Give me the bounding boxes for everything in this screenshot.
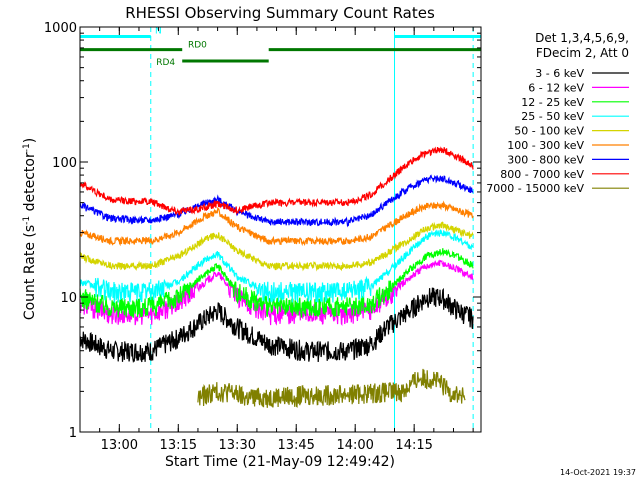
- series-line-100-300-kev: [79, 200, 474, 247]
- plot-area: N RD0 RD4: [79, 27, 481, 432]
- x-tick-label-13-45: 13:45: [277, 438, 314, 453]
- y-tick-label-10: 10: [60, 291, 77, 306]
- x-tick-label-14-00: 14:00: [336, 438, 373, 453]
- series-line-7000-15000-kev: [197, 368, 466, 408]
- series-line-25-50-kev: [79, 229, 474, 303]
- series-line-12-25-kev: [79, 248, 474, 319]
- y-tick-label-100: 100: [52, 156, 77, 171]
- y-tick-label-1000: 1000: [44, 21, 77, 36]
- series-line-50-100-kev: [79, 221, 474, 272]
- legend-label-12-25-kev: 12 - 25 keV: [521, 96, 584, 109]
- legend-label-7000-15000-kev: 7000 - 15000 keV: [486, 182, 584, 195]
- chart-title: RHESSI Observing Summary Count Rates: [125, 4, 435, 22]
- legend-label-3-6-kev: 3 - 6 keV: [535, 67, 584, 80]
- x-axis-label: Start Time (21-May-09 12:49:42): [165, 454, 395, 470]
- axes: 13:00 13:15 13:30 13:45 14:00 14:15 1 10 100 1000: [44, 21, 481, 453]
- x-tick-label-13-30: 13:30: [219, 438, 256, 453]
- x-tick-label-14-15: 14:15: [395, 438, 432, 453]
- legend-label-300-800-kev: 300 - 800 keV: [507, 153, 584, 166]
- x-tick-label-13-00: 13:00: [101, 438, 138, 453]
- legend-label-100-300-kev: 100 - 300 keV: [507, 139, 584, 152]
- y-axis-label: Count Rate (s-1 detector-1): [22, 138, 38, 320]
- flag-label-rd0: RD0: [188, 41, 207, 51]
- plot-frame: [79, 26, 482, 433]
- timestamp: 14-Oct-2021 19:37: [560, 468, 636, 477]
- series-line-800-7000-kev: [79, 146, 474, 216]
- legend-title-line1: Det 1,3,4,5,6,9,: [535, 31, 629, 45]
- series-line-300-800-kev: [79, 174, 474, 228]
- legend-label-6-12-kev: 6 - 12 keV: [528, 81, 584, 94]
- x-tick-label-13-15: 13:15: [160, 438, 197, 453]
- flag-label-rd4: RD4: [156, 58, 175, 68]
- legend-label-800-7000-kev: 800 - 7000 keV: [500, 168, 584, 181]
- series-line-3-6-kev: [79, 287, 474, 364]
- legend-title-line2: FDecim 2, Att 0: [536, 46, 629, 60]
- flag-label-n: N: [155, 27, 162, 37]
- y-tick-label-1: 1: [69, 426, 77, 441]
- legend-label-25-50-kev: 25 - 50 keV: [521, 110, 584, 123]
- legend-label-50-100-kev: 50 - 100 keV: [514, 125, 584, 138]
